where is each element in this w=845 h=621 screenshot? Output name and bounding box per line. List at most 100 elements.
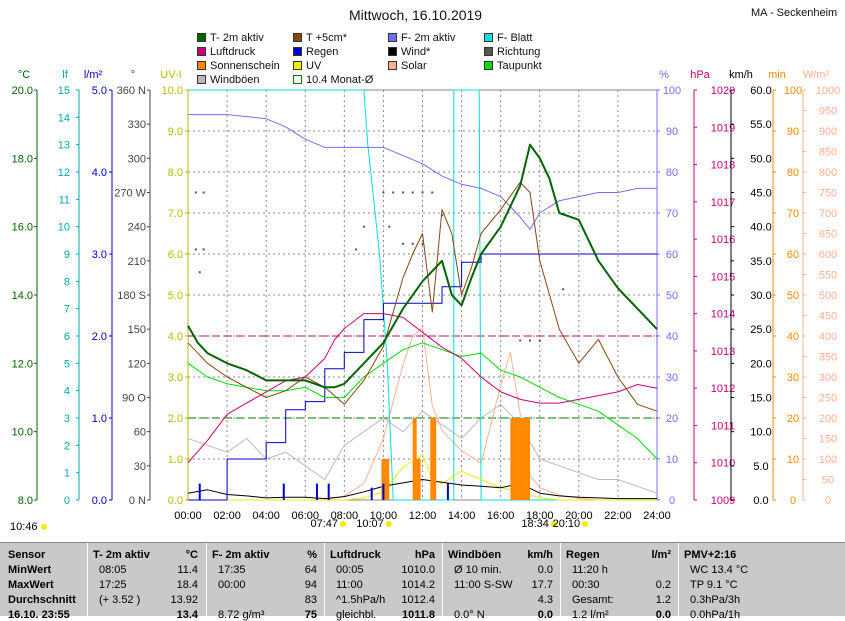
table-cell-value: 4.3	[537, 594, 553, 606]
table-cell-label: ^1.5hPa/h	[336, 594, 386, 606]
y-tick-label: 1000	[816, 85, 840, 97]
x-tick-label: 18:00	[526, 510, 554, 522]
table-cell-value: 0.0	[655, 609, 671, 621]
direction-point	[528, 339, 531, 342]
y-tick-label: 500	[819, 290, 837, 302]
y-tick-label: 10	[666, 454, 678, 466]
sunshine-bar	[526, 418, 531, 500]
sun-event-marker	[582, 521, 589, 527]
legend-swatch	[388, 33, 397, 42]
x-tick-label: 04:00	[252, 510, 280, 522]
rain-bar	[382, 483, 385, 500]
y-tick-label: 45.0	[750, 188, 771, 200]
series-line	[188, 89, 657, 501]
x-tick-label: 02:00	[213, 510, 241, 522]
legend-label: Sonnenschein	[210, 60, 280, 72]
y-tick-label: 100	[819, 454, 837, 466]
y-tick-label: 1016	[711, 234, 735, 246]
legend-swatch	[197, 75, 206, 84]
legend-item: Solar	[388, 60, 427, 72]
y-tick-label: 20	[666, 413, 678, 425]
legend-item: F- Blatt	[484, 32, 532, 44]
y-tick-label: 1018	[711, 160, 735, 172]
table-cell-label: 1.2 l/m²	[572, 609, 609, 621]
sun-event-label: 07:47	[311, 518, 339, 530]
y-tick-label: 3	[64, 413, 70, 425]
y-tick-label: 270 W	[114, 188, 146, 200]
y-axis-unit: %	[659, 69, 669, 81]
x-tick-label: 24:00	[643, 510, 671, 522]
y-tick-label: 2.0	[92, 331, 107, 343]
table-cell-value: 1011.8	[401, 609, 435, 621]
legend-swatch	[293, 75, 302, 84]
table-cell-value: 0.0	[537, 564, 553, 576]
y-tick-label: 330	[128, 119, 146, 131]
table-divider	[206, 543, 207, 616]
y-tick-label: 0.0	[168, 495, 183, 507]
left-time-label: 10:46	[10, 521, 38, 533]
table-cell-value: 0.2	[655, 579, 671, 591]
y-tick-label: 8	[64, 276, 70, 288]
direction-point	[562, 288, 565, 291]
table-cell-value: 1010.0	[401, 564, 435, 576]
y-tick-label: 9	[64, 249, 70, 261]
series-line	[188, 253, 657, 501]
table-column-header: T- 2m aktiv	[93, 549, 150, 561]
direction-point	[194, 191, 197, 194]
y-tick-label: 10	[787, 454, 799, 466]
sun-event-label: 20:10	[553, 518, 581, 530]
y-tick-label: 800	[819, 167, 837, 179]
y-tick-label: 850	[819, 147, 837, 159]
table-cell-label: 17:25	[99, 579, 127, 591]
table-cell-label: 8.72 g/m³	[218, 609, 265, 621]
table-cell-label: 00:05	[336, 564, 364, 576]
table-column-unit: km/h	[527, 549, 553, 561]
table-column-header: Luftdruck	[330, 549, 381, 561]
table-cell-label: 11:20 h	[572, 564, 608, 576]
y-tick-label: 50	[822, 475, 834, 487]
y-tick-label: 12	[58, 167, 70, 179]
y-tick-label: 750	[819, 188, 837, 200]
y-axis-unit: W/m²	[803, 69, 830, 81]
y-tick-label: 1015	[711, 271, 735, 283]
table-cell-label: WC 13.4 °C	[690, 564, 749, 576]
y-tick-label: 0.0	[753, 495, 768, 507]
y-tick-label: 1017	[711, 197, 735, 209]
y-tick-label: 50	[666, 290, 678, 302]
sunshine-bar	[385, 459, 390, 500]
y-axis-unit: hPa	[690, 69, 710, 81]
y-tick-label: 10.0	[12, 427, 33, 439]
rain-bar	[370, 487, 373, 500]
table-cell-label: 0.0hPa/1h	[690, 609, 741, 621]
series-line	[187, 479, 657, 500]
table-cell-value: 64	[304, 564, 317, 576]
sun-event-marker	[550, 521, 557, 527]
y-tick-label: 35.0	[750, 256, 771, 268]
y-tick-label: 8.0	[18, 495, 33, 507]
y-tick-label: 30	[134, 461, 146, 473]
y-tick-label: 1012	[711, 383, 735, 395]
y-tick-label: 70	[666, 208, 678, 220]
weather-chart: 00:00 02:00 04:00 06:00 08:00 10:00 12:00 14:00…	[10, 69, 840, 533]
y-tick-label: 50	[787, 290, 799, 302]
direction-point	[519, 339, 522, 342]
y-tick-label: 0.0	[92, 495, 107, 507]
table-row-label: 16.10. 23:55	[8, 609, 70, 621]
table-cell-label: 11:00 S-SW	[454, 579, 513, 591]
table-divider	[678, 543, 679, 616]
y-tick-label: 250	[819, 393, 837, 405]
table-row-label: MinWert	[8, 564, 52, 576]
legend-item: Regen	[293, 46, 338, 58]
rain-bar	[327, 483, 330, 500]
table-column-header: Windböen	[448, 549, 502, 561]
legend-label: T- 2m aktiv	[210, 32, 264, 44]
table-row-label: Sensor	[8, 549, 46, 561]
y-tick-label: 650	[819, 229, 837, 241]
y-tick-label: 300	[819, 372, 837, 384]
sunshine-bar	[522, 418, 527, 500]
sun-event-label: 10:07	[356, 518, 384, 530]
sunshine-bar	[381, 459, 386, 500]
table-cell-label: 00:00	[218, 579, 246, 591]
y-axis-unit: °	[131, 69, 135, 81]
legend-swatch	[293, 33, 302, 42]
